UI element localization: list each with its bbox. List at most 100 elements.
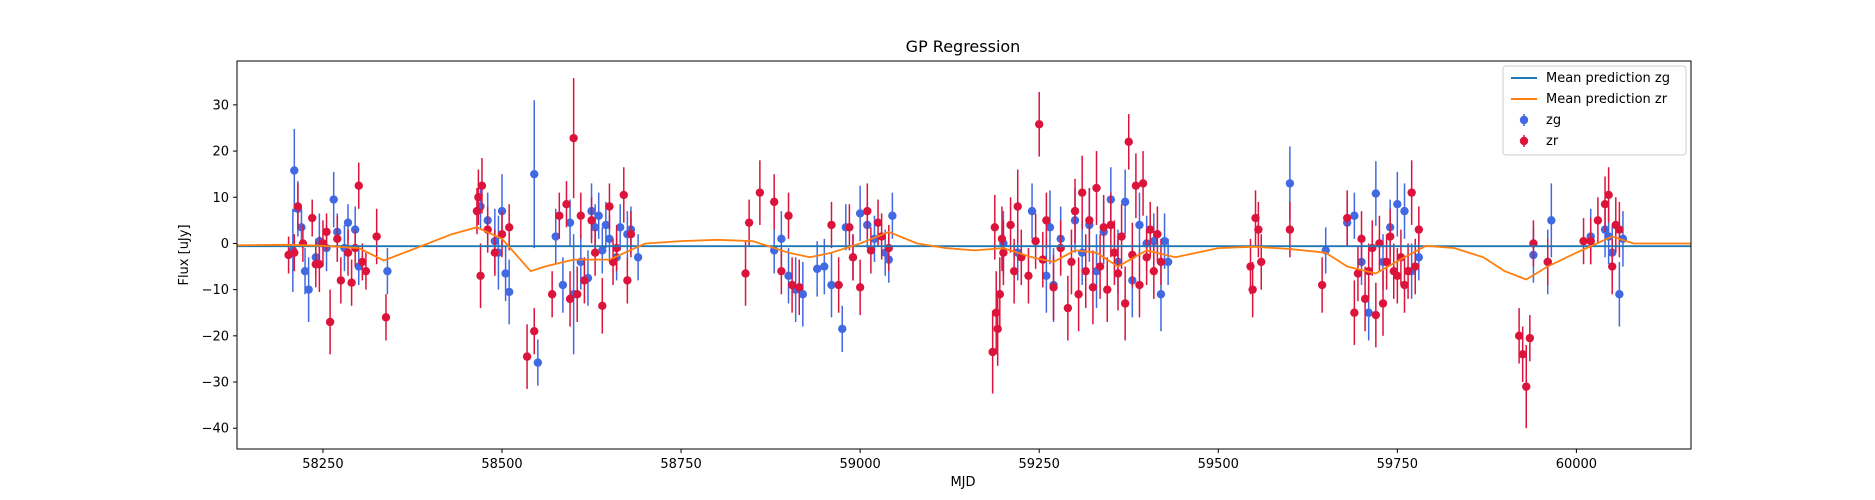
legend: Mean prediction zg Mean prediction zr zg… (1502, 65, 1687, 156)
data-point-zr (587, 216, 596, 225)
axes-frame (236, 60, 1692, 450)
data-point-zr (784, 211, 793, 220)
data-point-zg (304, 285, 313, 294)
data-point-zg (798, 290, 808, 299)
data-point-zr (744, 218, 754, 227)
data-point-zg (1156, 290, 1166, 299)
data-point-zr (358, 257, 367, 267)
data-point-zr (988, 347, 997, 357)
data-point-zr (1400, 280, 1409, 290)
data-point-zr (290, 248, 299, 257)
x-tick-label: 58250 (302, 457, 343, 472)
data-point-zr (619, 190, 628, 200)
data-point-zr (1403, 266, 1413, 276)
data-point-zr (873, 218, 883, 227)
data-point-zg (598, 246, 607, 255)
data-point-zr (1120, 299, 1130, 308)
data-point-zg (1371, 189, 1381, 198)
data-point-zr (1117, 232, 1126, 241)
data-point-zg (1350, 211, 1359, 220)
data-point-zr (777, 266, 786, 276)
data-point-zr (1593, 216, 1603, 225)
data-point-zr (1579, 236, 1588, 246)
data-point-zr (336, 276, 346, 285)
data-point-zr (1146, 225, 1155, 234)
data-point-zr (1371, 310, 1381, 320)
data-point-zg (1027, 206, 1037, 216)
legend-label-mean-zr: Mean prediction zr (1546, 92, 1668, 107)
data-point-zr (1257, 257, 1266, 267)
data-point-zr (1013, 202, 1022, 211)
data-point-zr (834, 280, 843, 290)
data-point-zg (504, 287, 514, 297)
line-mean-prediction-zr (237, 226, 1691, 281)
data-point-zr (855, 283, 865, 292)
data-point-zg (343, 218, 353, 227)
data-point-zr (1248, 285, 1257, 294)
data-point-zr (1317, 280, 1327, 290)
x-tick-label: 59750 (1377, 457, 1418, 472)
data-point-zr (372, 232, 381, 241)
data-point-zr (741, 269, 750, 278)
data-point-zg (1160, 236, 1169, 246)
series-zr (284, 78, 1624, 429)
y-tick-label: −10 (202, 283, 229, 298)
data-point-zr (993, 324, 1002, 334)
data-point-zr (1378, 299, 1388, 308)
data-point-zr (547, 290, 557, 299)
legend-label-mean-zg: Mean prediction zg (1546, 71, 1670, 86)
data-point-zg (329, 195, 338, 204)
data-point-zg (888, 211, 897, 220)
data-point-zg (1547, 216, 1556, 225)
data-point-zr (490, 248, 500, 257)
data-point-zr (827, 220, 836, 230)
legend-label-zg: zg (1546, 113, 1561, 128)
data-point-zr (1357, 234, 1366, 244)
legend-swatch-zr (1519, 135, 1529, 147)
data-point-zr (1543, 257, 1552, 267)
data-point-zg (300, 266, 310, 276)
data-point-zg (1163, 257, 1173, 267)
data-point-zr (1103, 285, 1112, 294)
data-point-zr (322, 227, 331, 237)
data-point-zr (1360, 294, 1370, 304)
data-point-zr (755, 188, 765, 197)
data-point-zr (1035, 120, 1044, 129)
data-point-zr (992, 308, 1001, 317)
data-point-zr (333, 234, 342, 244)
data-point-zr (497, 230, 507, 239)
y-tick-label: −20 (202, 329, 229, 344)
y-tick-label: 30 (212, 98, 229, 113)
data-point-zr (787, 280, 797, 290)
data-point-zr (866, 246, 876, 255)
data-point-zr (1246, 262, 1255, 271)
data-point-zr (1063, 303, 1073, 313)
data-point-zr (315, 260, 324, 269)
data-point-zr (1600, 199, 1610, 209)
data-point-zg (605, 234, 614, 244)
data-point-zr (1608, 262, 1617, 271)
data-point-zr (1414, 225, 1424, 234)
data-point-zr (504, 223, 514, 232)
y-tick-label: 10 (212, 191, 229, 206)
data-point-zr (1285, 225, 1295, 234)
data-point-zr (1353, 269, 1363, 278)
data-point-zr (1411, 262, 1420, 271)
x-tick-label: 58750 (660, 457, 701, 472)
data-point-zg (1120, 197, 1130, 207)
data-point-zr (1142, 253, 1151, 262)
data-point-zr (626, 230, 636, 239)
data-point-zg (1615, 290, 1624, 299)
data-point-zr (1251, 213, 1260, 223)
data-point-zr (343, 248, 353, 257)
data-point-zr (1131, 181, 1141, 190)
data-point-zg (1400, 206, 1409, 216)
data-point-zr (1074, 290, 1083, 299)
data-point-zr (1070, 206, 1080, 216)
data-point-zg (594, 211, 603, 220)
y-tick-label: −30 (202, 376, 229, 391)
data-point-zr (1135, 280, 1144, 290)
data-point-zr (1088, 283, 1098, 292)
data-point-zr (1067, 257, 1076, 267)
data-point-zr (997, 234, 1007, 244)
